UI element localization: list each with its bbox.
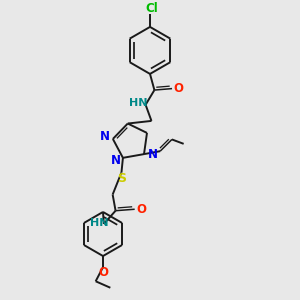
Text: HN: HN [129,98,148,108]
Text: N: N [100,130,110,143]
Text: N: N [148,148,158,161]
Text: Cl: Cl [145,2,158,15]
Text: S: S [117,172,126,185]
Text: O: O [173,82,184,95]
Text: HN: HN [90,218,109,228]
Text: N: N [111,154,121,167]
Text: O: O [99,266,109,279]
Text: O: O [136,203,146,216]
